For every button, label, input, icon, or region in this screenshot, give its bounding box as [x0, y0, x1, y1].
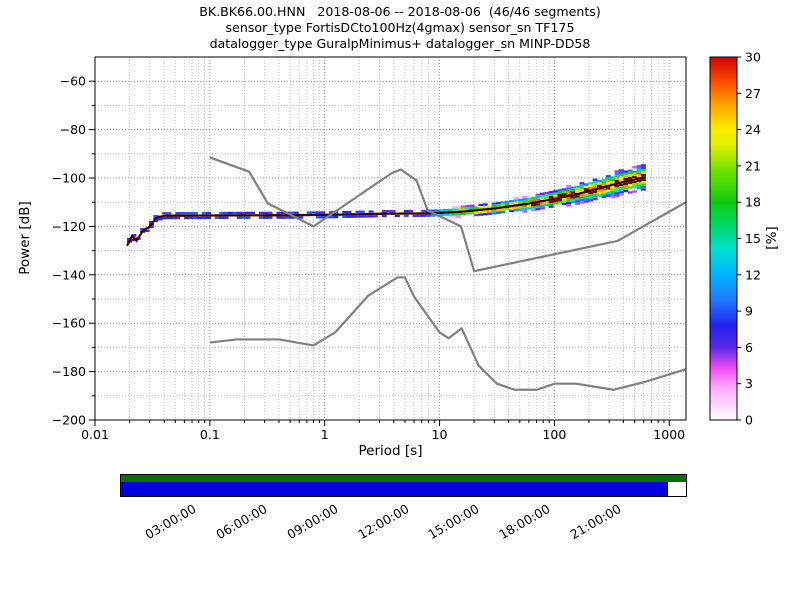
grid	[94, 57, 686, 420]
y-axis-label: Power [dB]	[17, 201, 33, 275]
svg-text:−100: −100	[52, 171, 86, 186]
svg-text:30: 30	[745, 50, 761, 65]
svg-text:18: 18	[745, 195, 761, 210]
figure-title-line1: BK.BK66.00.HNN 2018-08-06 -- 2018-08-06 …	[199, 4, 601, 19]
svg-text:−200: −200	[52, 413, 86, 428]
svg-text:27: 27	[745, 86, 761, 101]
x-tick-labels: 0.01 0.1 1 10 100 1000	[81, 427, 685, 442]
svg-text:3: 3	[745, 376, 753, 391]
coverage-used-strip	[121, 482, 669, 496]
svg-text:−180: −180	[52, 364, 86, 379]
svg-text:15: 15	[745, 231, 761, 246]
svg-text:−160: −160	[52, 316, 86, 331]
svg-text:0.01: 0.01	[81, 427, 109, 442]
svg-text:1: 1	[321, 427, 329, 442]
svg-text:10: 10	[432, 427, 448, 442]
x-axis-label: Period [s]	[358, 443, 423, 459]
figure-title-line2: sensor_type FortisDCto100Hz(4gmax) senso…	[225, 20, 575, 35]
psd-mode-line	[126, 176, 646, 247]
coverage-data-strip	[121, 475, 686, 482]
psd-heatmap	[126, 164, 646, 247]
svg-text:1000: 1000	[653, 427, 685, 442]
svg-text:−60: −60	[60, 74, 86, 89]
coverage-bar	[120, 474, 687, 497]
colorbar	[709, 56, 738, 421]
svg-text:−80: −80	[60, 122, 86, 137]
svg-text:0: 0	[745, 413, 753, 428]
colorbar-tick-labels: 0 3 6 9 12 15 18 21 24 27 30	[745, 50, 761, 428]
svg-text:21: 21	[745, 158, 761, 173]
svg-text:100: 100	[542, 427, 566, 442]
axis-ticks	[89, 80, 670, 426]
figure-title-line3: datalogger_type GuralpMinimus+ datalogge…	[209, 36, 591, 51]
svg-text:−140: −140	[52, 267, 86, 282]
noise-model-high-line	[209, 156, 686, 273]
svg-text:9: 9	[745, 304, 753, 319]
svg-text:0.1: 0.1	[200, 427, 220, 442]
noise-model-low-line	[209, 276, 686, 391]
colorbar-label: [%]	[764, 226, 780, 250]
svg-text:−120: −120	[52, 219, 86, 234]
svg-text:6: 6	[745, 340, 753, 355]
svg-text:12: 12	[745, 267, 761, 282]
colorbar-ticks	[737, 56, 741, 421]
axes-frame	[94, 56, 687, 421]
y-tick-labels: −60 −80 −100 −120 −140 −160 −180 −200	[52, 74, 86, 428]
svg-text:24: 24	[745, 122, 761, 137]
